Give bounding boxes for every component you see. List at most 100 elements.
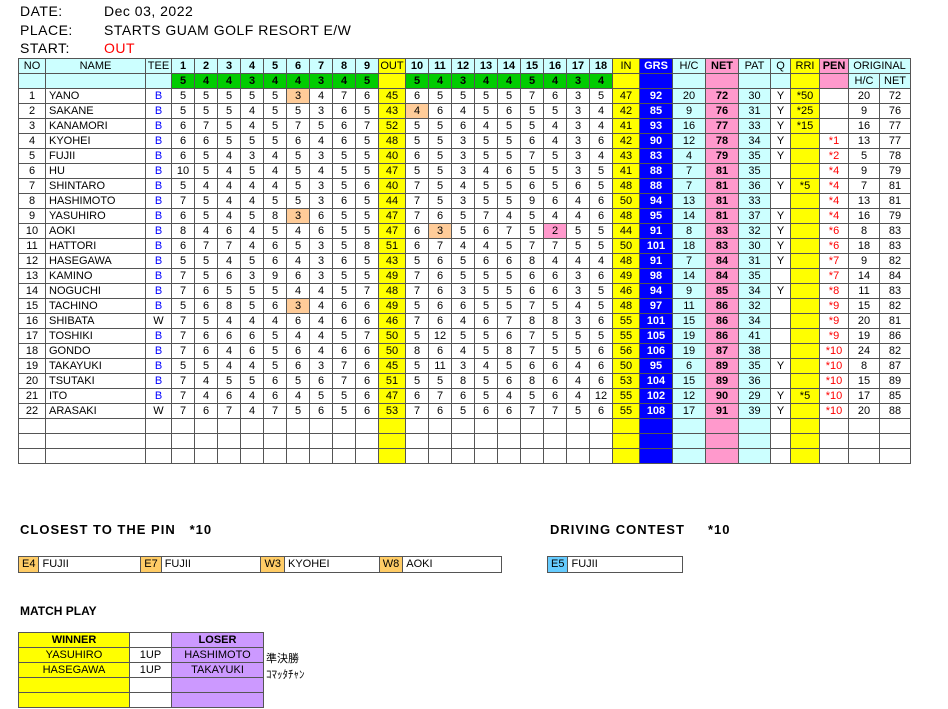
hole-score: 5 <box>405 133 429 149</box>
hole-score: 5 <box>355 208 379 224</box>
hole-score: 7 <box>217 238 241 254</box>
player-rri <box>790 403 820 419</box>
hole-score: 6 <box>286 313 310 329</box>
hole-score: 6 <box>217 223 241 239</box>
hole-score: 7 <box>497 223 521 239</box>
player-pat: 34 <box>738 283 771 299</box>
hole-score: 6 <box>497 103 521 119</box>
hole-score: 3 <box>309 103 333 119</box>
hole-score: 5 <box>240 298 264 314</box>
empty-cell <box>566 418 590 434</box>
player-pat: 37 <box>738 208 771 224</box>
player-no: 18 <box>18 343 46 359</box>
hole-score: 5 <box>589 298 613 314</box>
mp-winner: YASUHIRO <box>18 647 130 663</box>
hole-score: 5 <box>451 328 475 344</box>
hole-score: 3 <box>428 223 452 239</box>
player-no: 6 <box>18 163 46 179</box>
hole-score: 5 <box>171 178 195 194</box>
hole-score: 5 <box>194 193 218 209</box>
player-out: 44 <box>378 193 406 209</box>
empty-cell <box>639 418 673 434</box>
hole-score: 5 <box>263 103 287 119</box>
award-hole: W3 <box>261 557 285 572</box>
hole-score: 4 <box>589 253 613 269</box>
empty-cell <box>819 433 849 449</box>
award-entry: E5 FUJII <box>548 557 682 572</box>
hole-score: 5 <box>263 223 287 239</box>
hole-score: 4 <box>309 163 333 179</box>
player-net: 76 <box>705 103 739 119</box>
player-pen <box>819 88 849 104</box>
empty-cell <box>378 448 406 464</box>
player-q: Y <box>770 283 791 299</box>
player-hc: 7 <box>672 253 706 269</box>
player-out: 51 <box>378 373 406 389</box>
empty-cell <box>217 448 241 464</box>
hole-score: 5 <box>474 268 498 284</box>
par-blank-grs <box>639 73 673 89</box>
empty-cell <box>451 433 475 449</box>
player-rri <box>790 313 820 329</box>
hole-score: 4 <box>566 373 590 389</box>
player-q <box>770 298 791 314</box>
hole-score: 5 <box>520 223 544 239</box>
player-pen: *2 <box>819 148 849 164</box>
player-tee: B <box>145 343 172 359</box>
player-pen: *4 <box>819 178 849 194</box>
hole-score: 5 <box>286 148 310 164</box>
hole-score: 5 <box>194 103 218 119</box>
date-value: Dec 03, 2022 <box>104 3 194 19</box>
hole-score: 4 <box>240 388 264 404</box>
hole-score: 4 <box>566 298 590 314</box>
hole-score: 6 <box>520 178 544 194</box>
player-pat: 38 <box>738 343 771 359</box>
hole-score: 6 <box>589 373 613 389</box>
player-out: 40 <box>378 178 406 194</box>
hole-score: 6 <box>428 343 452 359</box>
player-row: 11 HATTORI B 6 7 7 4 6 5 3 5 8 51 6 7 4 4 5 7 7 5 5 50 101 18 83 3… <box>18 238 911 254</box>
hole-score: 5 <box>589 178 613 194</box>
empty-cell <box>405 448 429 464</box>
empty-cell <box>543 433 567 449</box>
par-value: 4 <box>543 73 567 89</box>
player-in: 48 <box>612 253 640 269</box>
player-orig-net: 83 <box>879 283 911 299</box>
player-row: 7 SHINTARO B 5 4 4 4 4 5 3 5 6 40 7 5 4 5 5 6 5 6 5 48 88 7 81 36 Y… <box>18 178 911 194</box>
player-grs: 101 <box>639 238 673 254</box>
mp-header-row: WINNER LOSER <box>18 632 264 648</box>
hole-score: 5 <box>497 283 521 299</box>
mp-empty-cell <box>129 677 172 693</box>
hole-score: 3 <box>566 313 590 329</box>
player-pen <box>819 118 849 134</box>
mp-loser: HASHIMOTO <box>171 647 264 663</box>
player-row: 8 HASHIMOTO B 7 5 4 4 5 5 3 6 5 44 7 5 3 5 5 9 6 4 6 50 94 13 81 3… <box>18 193 911 209</box>
player-tee: B <box>145 388 172 404</box>
hole-score: 5 <box>405 373 429 389</box>
player-name: HATTORI <box>45 238 146 254</box>
hole-score: 3 <box>566 103 590 119</box>
player-tee: B <box>145 298 172 314</box>
par-blank-name <box>45 73 146 89</box>
hole-score: 3 <box>240 268 264 284</box>
player-grs: 95 <box>639 358 673 374</box>
mp-empty-row <box>18 692 264 708</box>
player-q: Y <box>770 178 791 194</box>
hole-score: 3 <box>286 208 310 224</box>
empty-cell <box>378 418 406 434</box>
empty-cell <box>217 418 241 434</box>
hole-score: 5 <box>332 388 356 404</box>
mp-empty-cell <box>129 692 172 708</box>
hole-score: 5 <box>240 373 264 389</box>
place-value: STARTS GUAM GOLF RESORT E/W <box>104 22 352 38</box>
mp-empty-cell <box>18 692 130 708</box>
player-orig-net: 82 <box>879 253 911 269</box>
hole-score: 4 <box>217 358 241 374</box>
hole-score: 5 <box>497 358 521 374</box>
hole-score: 8 <box>520 253 544 269</box>
par-value: 5 <box>171 73 195 89</box>
player-q <box>770 193 791 209</box>
empty-cell <box>171 448 195 464</box>
player-out: 49 <box>378 268 406 284</box>
award-winner: FUJII <box>164 558 191 570</box>
